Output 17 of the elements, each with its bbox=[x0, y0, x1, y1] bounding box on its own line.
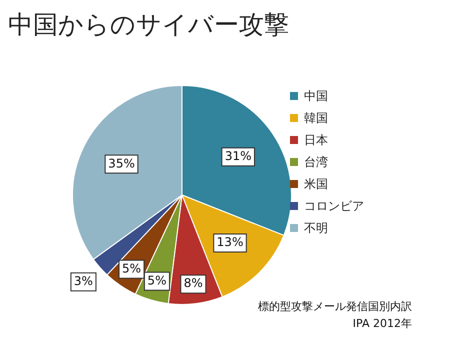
data-label: 35% bbox=[108, 156, 135, 170]
data-label: 13% bbox=[216, 235, 244, 250]
legend-label: 韓国 bbox=[304, 110, 328, 126]
data-label: 31% bbox=[224, 148, 252, 163]
legend-label: 台湾 bbox=[304, 154, 328, 170]
legend-label: 不明 bbox=[304, 220, 328, 236]
chart-title: 中国からのサイバー攻撃 bbox=[8, 9, 289, 41]
legend-label: コロンビア bbox=[304, 198, 364, 214]
data-label: 8% bbox=[184, 276, 203, 290]
text: IPA 2012年 bbox=[352, 316, 412, 332]
data-label: 5% bbox=[147, 273, 166, 288]
legend-label: 日本 bbox=[304, 132, 328, 148]
legend-label: 米国 bbox=[304, 176, 328, 192]
data-label: 3% bbox=[74, 274, 93, 288]
text: 標的型攻撃メール発信国別内訳 bbox=[258, 299, 412, 315]
data-label: 5% bbox=[122, 261, 142, 276]
legend-label: 中国 bbox=[304, 88, 328, 104]
